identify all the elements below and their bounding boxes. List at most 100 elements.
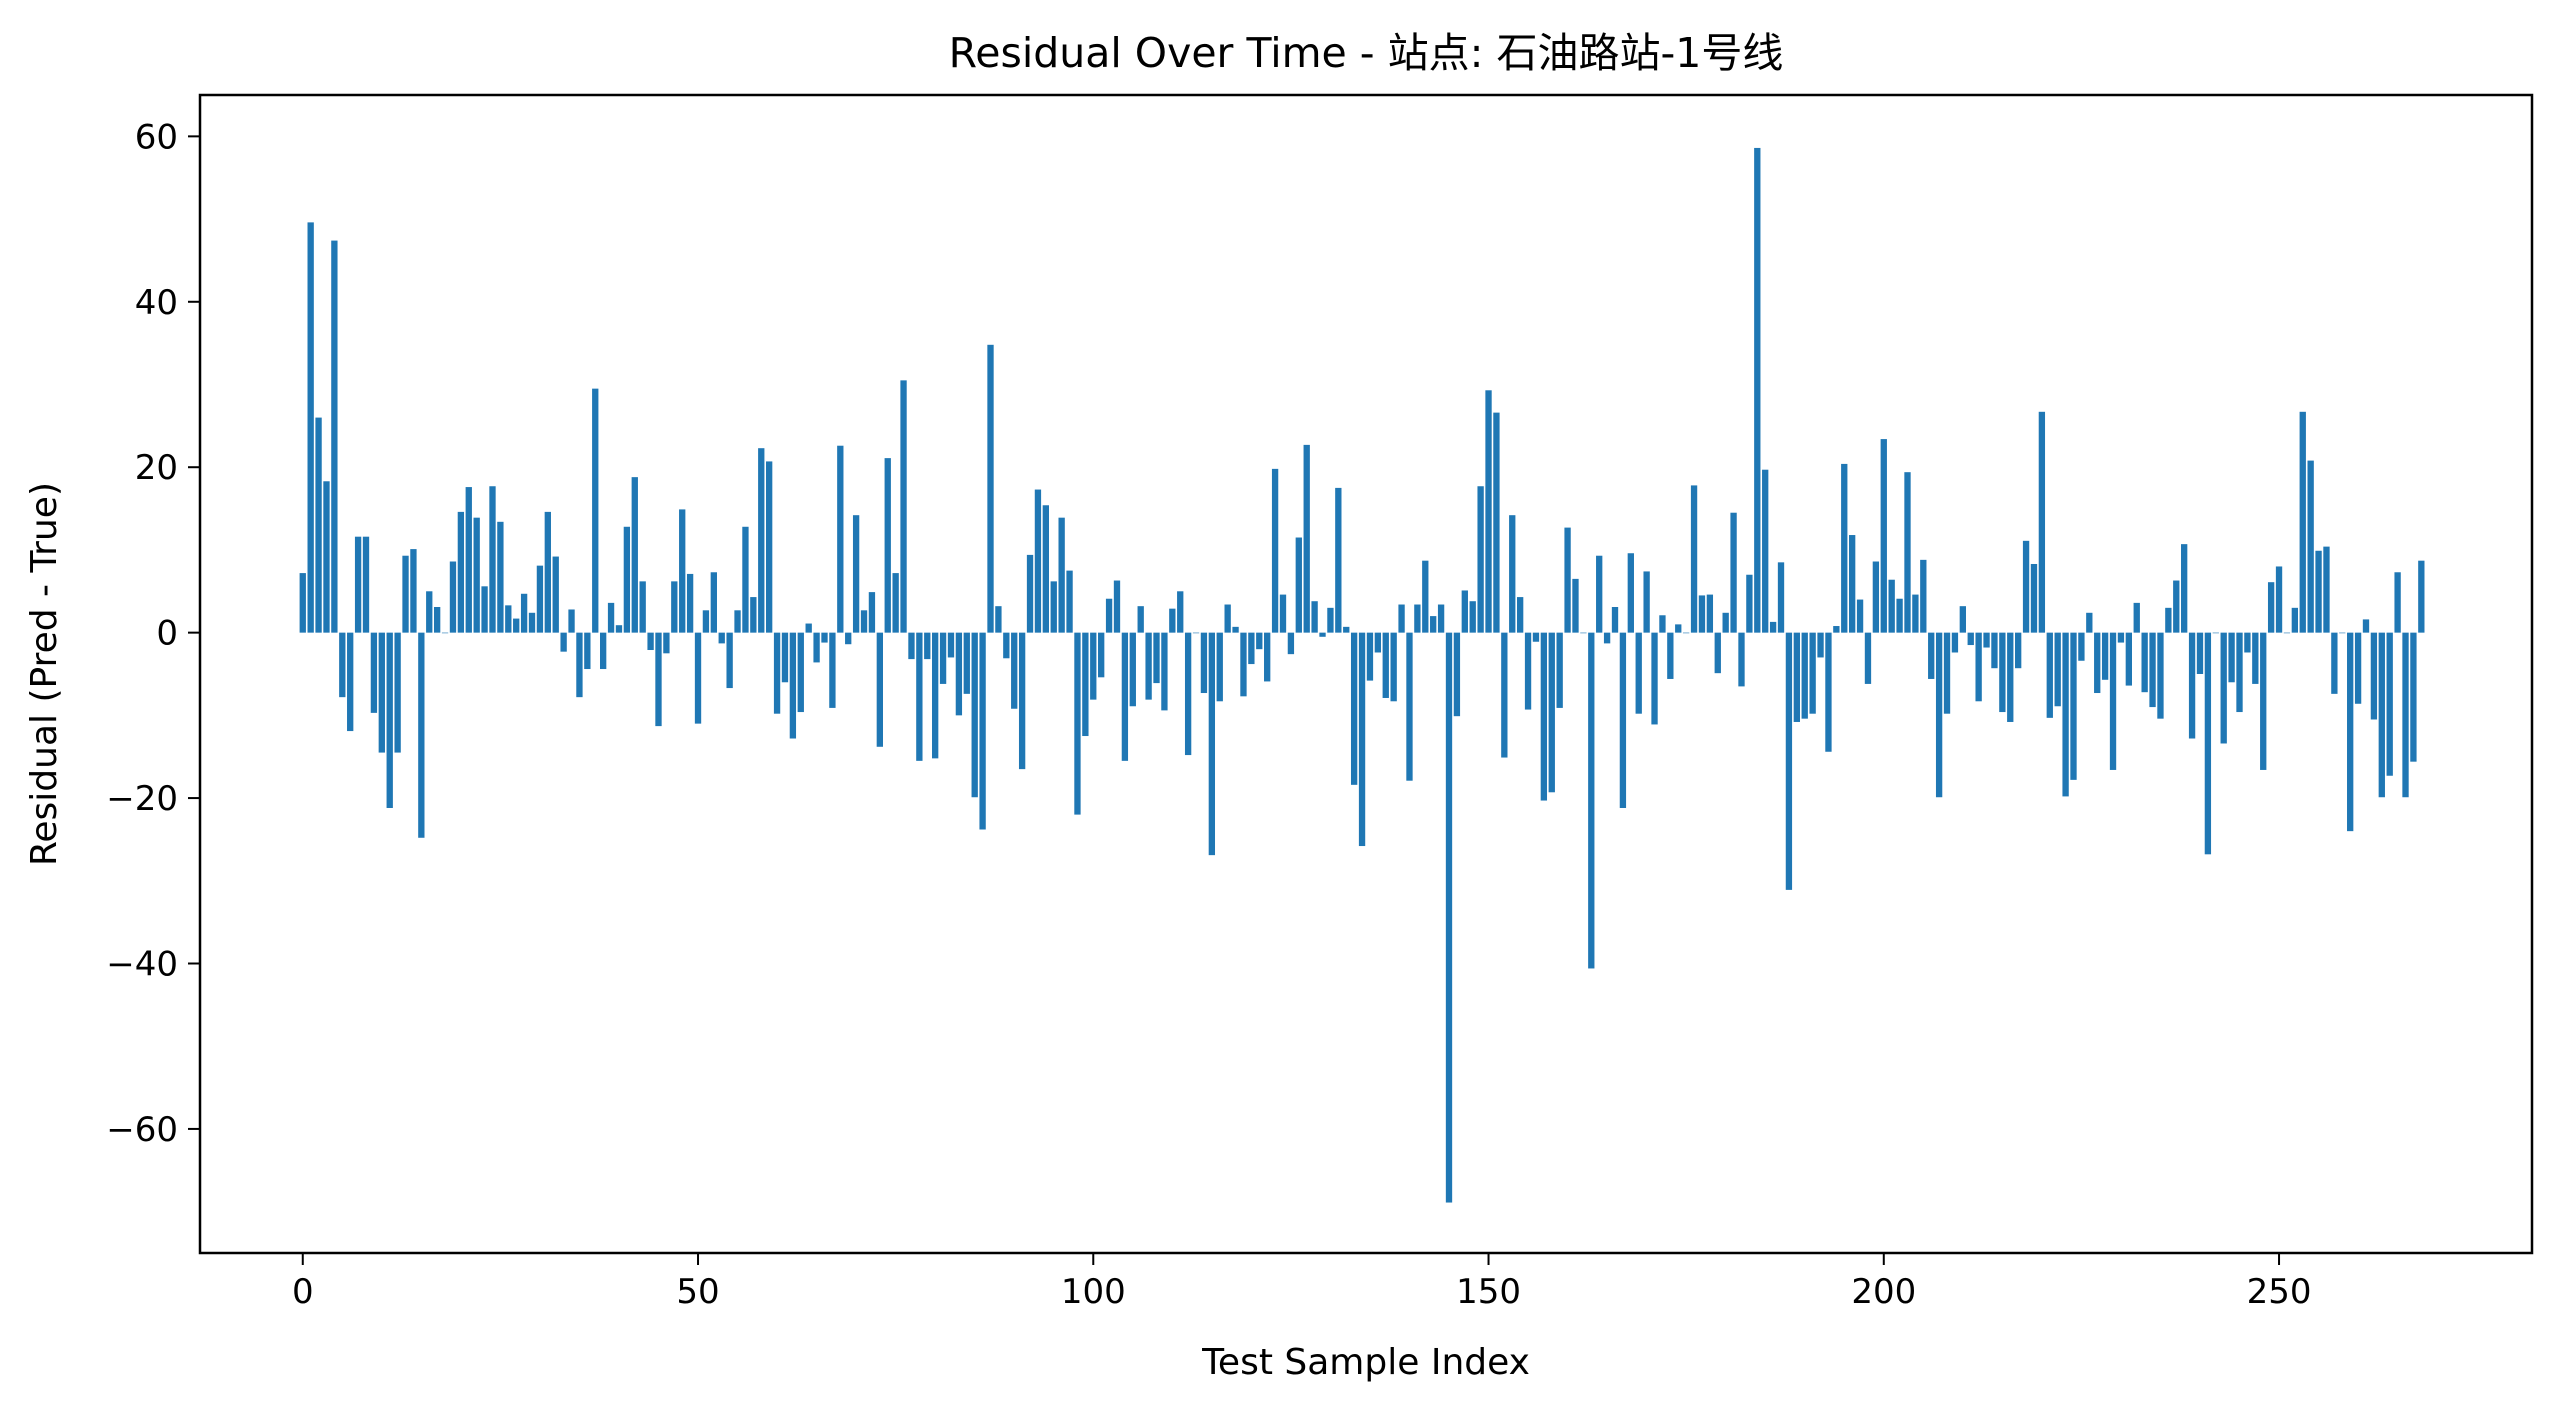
bar [742,526,749,633]
bar [615,625,623,633]
bar [1350,632,1358,785]
y-tick-label: 40 [135,283,178,323]
bar [813,632,820,663]
bar [1011,632,1018,709]
bar [1311,601,1318,633]
bar [1627,553,1634,633]
bar [797,632,804,713]
bar [694,632,702,724]
bar [576,632,583,698]
bar [1018,632,1026,770]
bar [1437,604,1445,633]
bar [1264,632,1271,682]
bar [1422,560,1429,633]
bar [1643,571,1650,633]
bar [1161,632,1168,711]
bar [1722,612,1729,633]
bar [1382,632,1389,698]
bar [1153,632,1160,684]
bar [1746,574,1753,633]
bar [631,477,638,633]
bar [1991,632,1998,669]
bar [1224,604,1231,633]
bar [1706,594,1714,633]
bar [1951,632,1959,653]
bar [821,632,828,643]
x-tick-label: 0 [292,1272,314,1312]
bar [1540,632,1548,801]
bar [2410,632,2417,762]
x-axis-label: Test Sample Index [1201,1342,1530,1383]
bar [710,572,717,633]
bar [465,487,472,633]
bar [852,515,860,633]
bar [347,632,354,732]
bar [829,632,836,708]
bar [663,632,670,654]
bar [2220,632,2227,744]
bar [884,458,891,633]
bar [307,222,314,633]
bar [552,556,559,633]
bar [2244,632,2251,653]
bar [2133,602,2140,633]
bar [2228,632,2235,683]
bar [1999,632,2006,713]
bar [1406,632,1413,781]
bar [805,623,812,633]
bar [860,610,868,633]
bar [1619,632,1627,808]
bar [971,632,978,798]
bar [1730,512,1737,633]
x-tick-label: 150 [1456,1272,1521,1312]
bar [1754,147,1761,633]
bar [1430,616,1437,633]
bar [323,481,330,633]
bar [623,526,631,633]
bar [639,581,646,633]
bar [1145,632,1152,700]
bar [1777,562,1785,633]
bar [1129,632,1136,707]
bar [1279,594,1287,633]
bar [686,573,694,633]
y-tick-label: −20 [106,779,178,819]
bar [1390,632,1397,702]
bar [2418,560,2425,633]
bar [2331,632,2338,694]
bar [2370,632,2378,720]
bar [766,461,773,633]
bar [679,509,686,633]
bar [2141,632,2148,693]
chart-title: Residual Over Time - 站点: 石油路站-1号线 [949,29,1784,77]
bar [2315,550,2322,633]
bar [2157,632,2164,719]
y-tick-label: 60 [135,117,178,157]
bar [2267,582,2275,633]
bar [995,606,1002,633]
bar [2236,632,2243,713]
bar [2046,632,2053,718]
bar [520,593,528,633]
bar [1256,632,1263,650]
bar [1184,632,1192,756]
bar [2354,632,2362,704]
bar [489,486,496,633]
bar [1967,632,1974,646]
y-axis-ticks: −60 −40 −20 0 20 40 60 [106,117,200,1150]
bar [900,380,907,633]
bar [1943,632,1951,714]
bar [1675,624,1682,633]
bar [1738,632,1745,687]
bar [2015,632,2022,669]
bar [1817,632,1824,658]
bar [1698,595,1706,633]
bar [1074,632,1081,815]
x-tick-label: 50 [676,1272,719,1312]
bar [1809,632,1816,714]
bars-group [299,147,2425,1203]
bar [2252,632,2259,684]
bar [1603,632,1611,644]
bar [655,632,662,727]
